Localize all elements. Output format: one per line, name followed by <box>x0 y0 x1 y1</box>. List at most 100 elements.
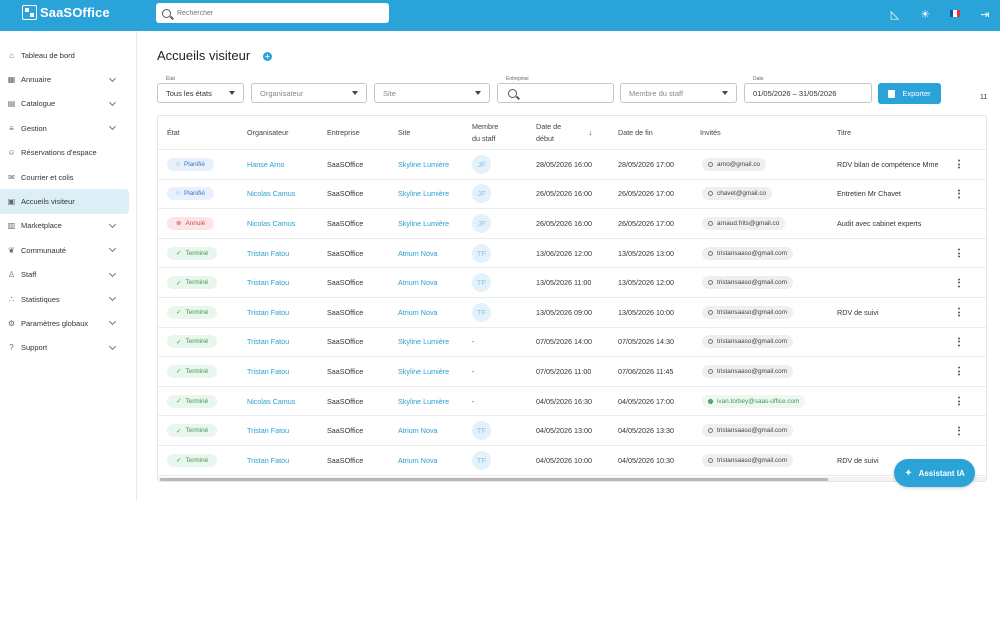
site-link[interactable]: Skyline Lumière <box>398 189 450 199</box>
guest-chip[interactable]: tristansaaso@gmail.com <box>702 364 794 378</box>
assistant-ia-button[interactable]: ✦ Assistant IA <box>894 459 975 487</box>
sidebar-item-support[interactable]: ? Support <box>0 336 129 360</box>
guest-chip[interactable]: tristansaaso@gmail.com <box>702 305 794 319</box>
sort-arrow-icon[interactable]: ↓ <box>588 128 593 137</box>
chevron-down-icon[interactable] <box>108 74 117 82</box>
search-bar[interactable] <box>156 3 389 23</box>
entreprise-filter[interactable]: Entreprise <box>497 76 614 103</box>
organisateur-filter[interactable]: Organisateur <box>251 83 367 103</box>
row-menu-icon[interactable] <box>958 396 960 406</box>
table-row[interactable]: ○ Planifié Hanse Arno SaaSOffice Skyline Lum… <box>158 150 986 180</box>
site-link[interactable]: Skyline Lumière <box>398 159 450 169</box>
header-invites[interactable]: Invités <box>700 128 721 137</box>
header-titre[interactable]: Titre <box>837 128 852 137</box>
organisateur-link[interactable]: Tristan Fatou <box>247 248 290 258</box>
table-row[interactable]: ✓ Terminé Tristan Fatou SaaSOffice Atrium No… <box>158 268 986 298</box>
site-link[interactable]: Skyline Lumière <box>398 337 450 347</box>
table-row[interactable]: ○ Planifié Nicolas Camus SaaSOffice Skyline … <box>158 180 986 210</box>
chevron-down-icon[interactable] <box>108 98 117 107</box>
organisateur-link[interactable]: Tristan Fatou <box>247 426 290 436</box>
avatar[interactable]: TF <box>472 302 491 322</box>
ruler-icon[interactable]: ◺ <box>890 8 900 21</box>
french-flag-icon[interactable] <box>940 8 970 20</box>
avatar[interactable]: TF <box>472 273 491 293</box>
scrollbar-thumb[interactable] <box>160 478 828 481</box>
horizontal-scrollbar[interactable] <box>158 477 986 481</box>
table-row[interactable]: ⊗ Annulé Nicolas Camus SaaSOffice Skyline Lu… <box>158 209 986 239</box>
row-menu-icon[interactable] <box>958 307 960 317</box>
table-row[interactable]: ✓ Terminé Tristan Fatou SaaSOffice Atrium No… <box>158 446 986 476</box>
site-link[interactable]: Skyline Lumière <box>398 218 450 228</box>
organisateur-link[interactable]: Hanse Arno <box>247 159 285 169</box>
avatar[interactable]: JF <box>472 154 491 174</box>
sidebar-item-réservations-d-espace[interactable]: ☺ Réservations d'espace <box>0 141 129 165</box>
chevron-down-icon[interactable] <box>108 245 117 253</box>
sidebar-item-annuaire[interactable]: ▦ Annuaire <box>0 67 129 91</box>
guest-chip[interactable]: tristansaaso@gmail.com <box>702 335 794 349</box>
organisateur-link[interactable]: Nicolas Camus <box>247 189 296 199</box>
chevron-down-icon[interactable] <box>108 269 117 277</box>
chevron-down-icon[interactable] <box>108 220 117 228</box>
organisateur-link[interactable]: Tristan Fatou <box>247 278 290 288</box>
header-membre[interactable]: Membre du staff <box>472 116 498 149</box>
chevron-down-icon[interactable] <box>108 123 117 131</box>
organisateur-link[interactable]: Nicolas Camus <box>247 396 296 406</box>
sidebar-item-communauté[interactable]: ❦ Communauté <box>0 238 129 262</box>
guest-chip[interactable]: tristansaaso@gmail.com <box>702 453 794 467</box>
sidebar-item-paramètres-globaux[interactable]: ⚙ Paramètres globaux <box>0 311 129 335</box>
guest-chip[interactable]: tristansaaso@gmail.com <box>702 276 794 290</box>
site-link[interactable]: Skyline Lumière <box>398 366 450 376</box>
header-fin[interactable]: Date de fin <box>618 128 653 137</box>
site-link[interactable]: Skyline Lumière <box>398 396 450 406</box>
export-button[interactable]: Exporter <box>878 83 941 104</box>
etat-filter[interactable]: État Tous les états <box>157 76 244 103</box>
organisateur-link[interactable]: Tristan Fatou <box>247 366 290 376</box>
header-site[interactable]: Site <box>398 128 411 137</box>
date-filter[interactable]: Date 01/05/2026 – 31/05/2026 <box>744 76 872 103</box>
row-menu-icon[interactable] <box>958 278 960 288</box>
sidebar-item-marketplace[interactable]: ▥ Marketplace <box>0 214 129 238</box>
membre-filter[interactable]: Membre du staff <box>620 83 737 103</box>
logout-icon[interactable]: ⇥ <box>980 8 990 21</box>
guest-chip[interactable]: tristansaaso@gmail.com <box>702 246 794 260</box>
organisateur-link[interactable]: Tristan Fatou <box>247 307 290 317</box>
table-row[interactable]: ✓ Terminé Tristan Fatou SaaSOffice Atrium No… <box>158 416 986 446</box>
header-entreprise[interactable]: Entreprise <box>327 128 360 137</box>
organisateur-link[interactable]: Tristan Fatou <box>247 455 290 465</box>
guest-chip[interactable]: tristansaaso@gmail.com <box>702 424 794 438</box>
sidebar-item-accueils-visiteur[interactable]: ▣ Accueils visiteur <box>0 189 129 214</box>
chevron-down-icon[interactable] <box>108 342 117 350</box>
table-row[interactable]: ✓ Terminé Nicolas Camus SaaSOffice Skyline L… <box>158 387 986 417</box>
sidebar-item-courrier-et-colis[interactable]: ✉ Courrier et colis <box>0 165 129 189</box>
header-debut[interactable]: Date de début ↓ <box>536 116 592 149</box>
site-link[interactable]: Atrium Nova <box>398 307 438 317</box>
sidebar-item-tableau-de-bord[interactable]: ⌂ Tableau de bord <box>0 43 129 67</box>
search-input[interactable] <box>177 9 377 17</box>
avatar[interactable]: TF <box>472 421 491 441</box>
avatar[interactable]: TF <box>472 243 491 263</box>
avatar[interactable]: JF <box>472 213 491 233</box>
avatar[interactable]: TF <box>472 450 491 470</box>
sun-icon[interactable]: ☀ <box>920 8 930 21</box>
sidebar-item-catalogue[interactable]: ▤ Catalogue <box>0 92 129 116</box>
guest-chip[interactable]: arnaud.frits@gmail.co <box>702 216 786 230</box>
sidebar-item-statistiques[interactable]: ∴ Statistiques <box>0 287 129 311</box>
site-link[interactable]: Atrium Nova <box>398 278 438 288</box>
site-link[interactable]: Atrium Nova <box>398 248 438 258</box>
chevron-down-icon[interactable] <box>108 318 117 326</box>
row-menu-icon[interactable] <box>958 189 960 199</box>
row-menu-icon[interactable] <box>958 366 960 376</box>
chevron-down-icon[interactable] <box>108 294 117 302</box>
row-menu-icon[interactable] <box>958 337 960 347</box>
guest-chip[interactable]: arno@gmail.co <box>702 157 767 171</box>
header-organisateur[interactable]: Organisateur <box>247 128 289 137</box>
site-filter[interactable]: Site <box>374 83 490 103</box>
table-row[interactable]: ✓ Terminé Tristan Fatou SaaSOffice Skyline L… <box>158 328 986 358</box>
sidebar-item-gestion[interactable]: ≡ Gestion <box>0 116 129 140</box>
table-row[interactable]: ✓ Terminé Tristan Fatou SaaSOffice Atrium No… <box>158 239 986 269</box>
table-row[interactable]: ✓ Terminé Tristan Fatou SaaSOffice Atrium No… <box>158 298 986 328</box>
add-visit-button[interactable]: + <box>263 52 272 61</box>
sidebar-item-staff[interactable]: ♙ Staff <box>0 263 129 287</box>
row-menu-icon[interactable] <box>958 248 960 258</box>
app-logo[interactable]: SaaSOffice <box>22 5 110 20</box>
